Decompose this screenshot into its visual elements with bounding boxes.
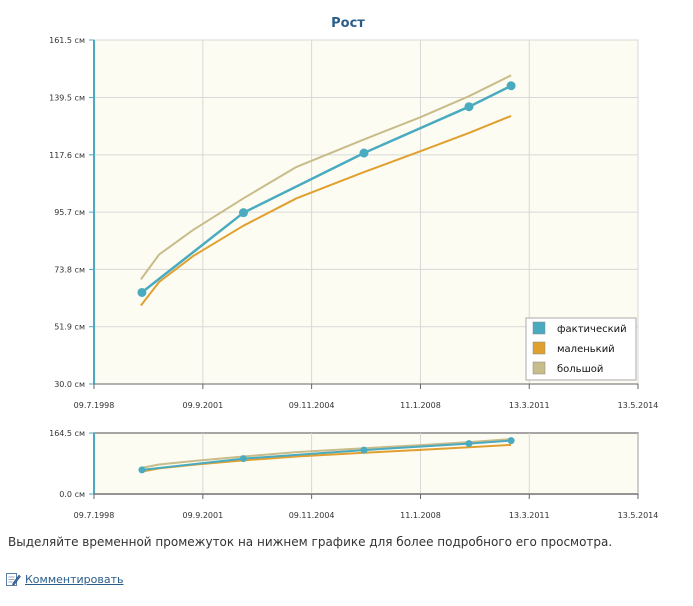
edit-icon — [6, 573, 21, 586]
y-tick-label: 73.8 см — [54, 265, 85, 274]
navigator-x-tick-label: 13.5.2014 — [618, 511, 659, 520]
navigator-y-tick-label: 0.0 см — [59, 490, 85, 499]
navigator-y-tick-labels: 164.5 см 0.0 см — [49, 429, 94, 499]
y-tick-label: 95.7 см — [54, 208, 85, 217]
navigator-plot-area[interactable] — [93, 432, 639, 495]
comment-link[interactable]: Комментировать — [25, 572, 124, 586]
series-point[interactable] — [506, 81, 516, 91]
x-tick-label: 09.7.1998 — [74, 401, 115, 410]
legend-label-small: маленький — [557, 344, 615, 355]
navigator-series-point — [360, 446, 368, 454]
series-line-2[interactable] — [140, 74, 512, 280]
x-tick-label: 09.11.2004 — [289, 401, 335, 410]
legend-item-small[interactable]: маленький — [532, 341, 615, 355]
legend-label-actual: фактический — [557, 324, 627, 335]
x-tick-labels: 09.7.1998 09.9.2001 09.11.2004 11.1.2008 13.… — [74, 384, 659, 410]
legend-swatch-actual — [532, 321, 546, 335]
navigator-series-point — [138, 466, 146, 474]
chart-title: Рост — [331, 16, 365, 31]
legend-swatch-large — [532, 361, 546, 375]
x-tick-label: 13.3.2011 — [509, 401, 550, 410]
y-tick-label: 161.5 см — [49, 36, 85, 45]
navigator-series-point — [239, 455, 247, 463]
x-tick-label: 09.9.2001 — [182, 401, 223, 410]
navigator-x-tick-label: 11.1.2008 — [400, 511, 441, 520]
x-tick-label: 11.1.2008 — [400, 401, 441, 410]
main-series[interactable] — [137, 74, 516, 307]
navigator-x-tick-label: 09.7.1998 — [74, 511, 115, 520]
navigator-x-tick-labels: 09.7.1998 09.9.2001 09.11.2004 11.1.2008 13.… — [74, 494, 659, 520]
series-line-1[interactable] — [140, 114, 512, 307]
y-tick-label: 51.9 см — [54, 323, 85, 332]
navigator-y-tick-label: 164.5 см — [49, 429, 85, 438]
navigator-series-point — [507, 437, 515, 445]
legend-item-actual[interactable]: фактический — [532, 321, 627, 335]
navigator-hint: Выделяйте временной промежуток на нижнем… — [8, 535, 613, 549]
series-point[interactable] — [359, 148, 369, 158]
series-point[interactable] — [137, 287, 147, 297]
series-point[interactable] — [464, 102, 474, 112]
legend-swatch-small — [532, 341, 546, 355]
navigator-series-line-2 — [140, 438, 512, 469]
legend-item-large[interactable]: большой — [532, 361, 603, 375]
height-chart: Рост 161.5 см 139.5 см 117.6 см 95.7 см 73.8… — [49, 16, 659, 520]
x-tick-label: 13.5.2014 — [618, 401, 659, 410]
navigator-x-tick-label: 13.3.2011 — [509, 511, 550, 520]
navigator-x-tick-label: 09.9.2001 — [182, 511, 223, 520]
legend-label-large: большой — [557, 364, 603, 375]
y-tick-label: 117.6 см — [49, 151, 85, 160]
y-tick-labels: 161.5 см 139.5 см 117.6 см 95.7 см 73.8 см 51… — [49, 36, 94, 389]
y-tick-label: 139.5 см — [49, 94, 85, 103]
series-point[interactable] — [238, 208, 248, 218]
y-tick-label: 30.0 см — [54, 380, 85, 389]
legend[interactable]: фактический маленький большой — [525, 317, 637, 381]
navigator-series[interactable] — [138, 437, 515, 474]
navigator-x-tick-label: 09.11.2004 — [289, 511, 335, 520]
comment-row[interactable]: Комментировать — [5, 571, 123, 587]
navigator-series-point — [465, 440, 473, 448]
